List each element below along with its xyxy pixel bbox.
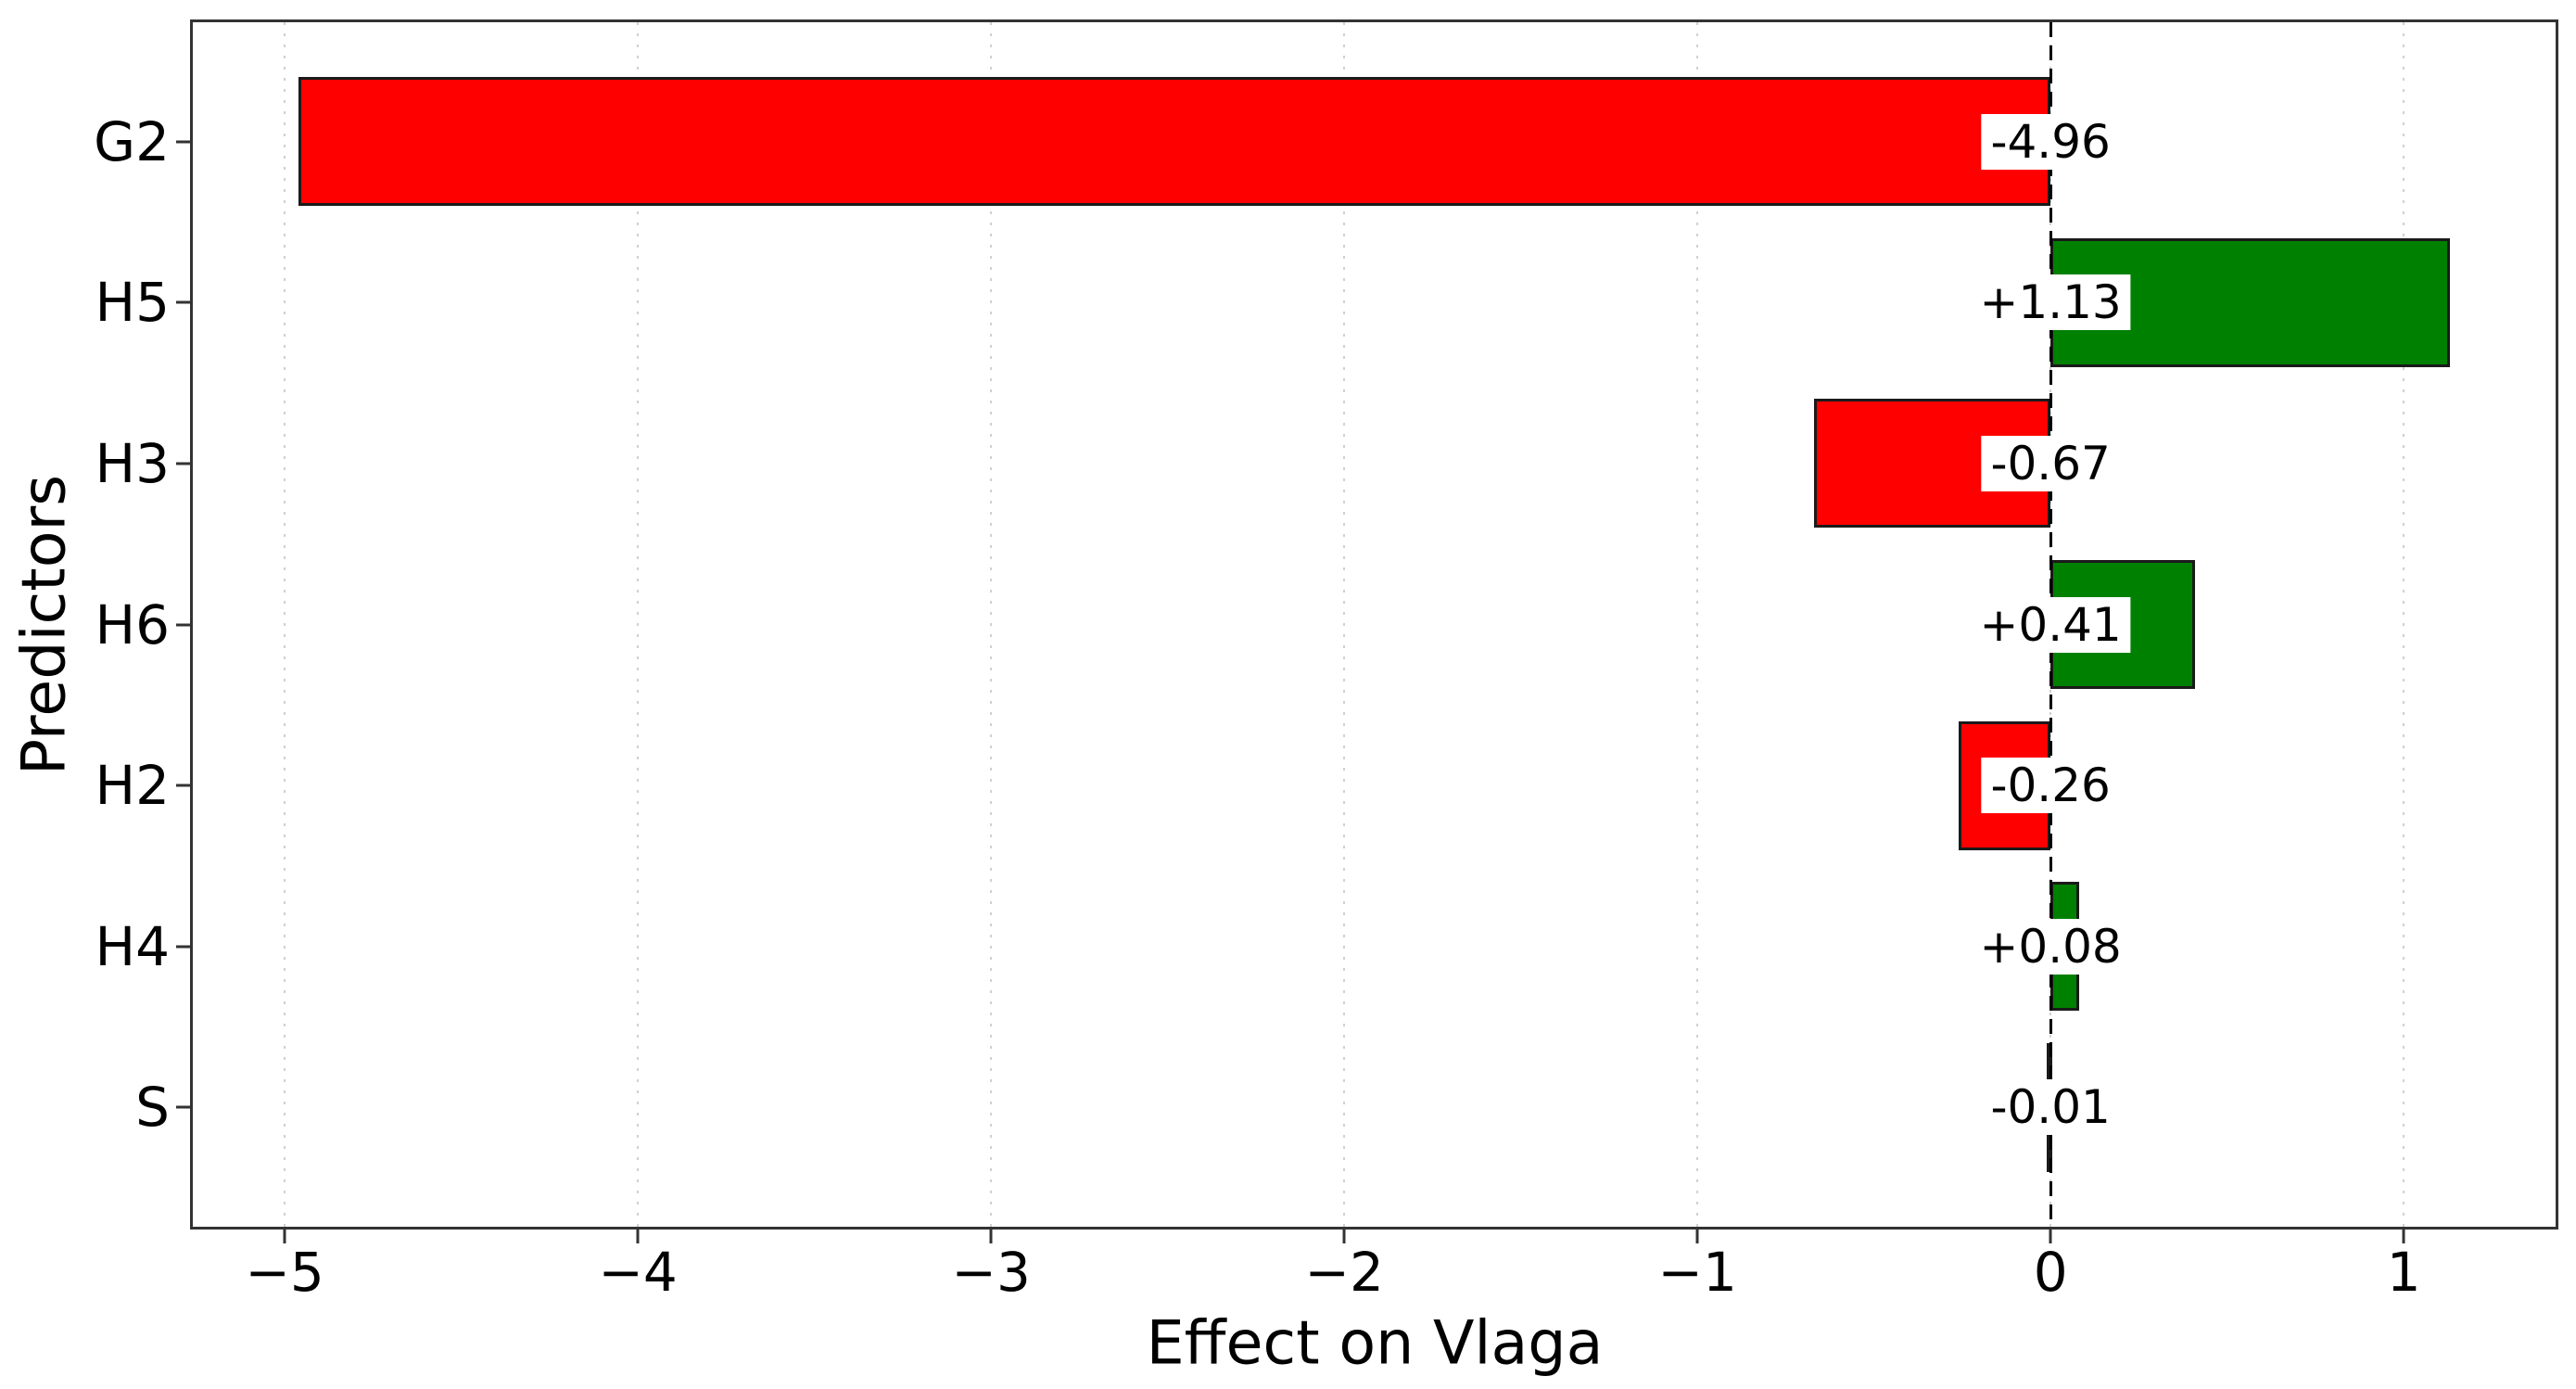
x-tick-label-−2: −2 bbox=[1304, 1241, 1384, 1304]
y-axis-title: Predictors bbox=[9, 474, 80, 776]
value-label-H3: -0.67 bbox=[1981, 435, 2120, 491]
value-label-H4: +0.08 bbox=[1970, 918, 2131, 975]
y-tick-mark-H2 bbox=[176, 784, 190, 787]
gridline-x-−5 bbox=[284, 22, 286, 1227]
y-tick-mark-H4 bbox=[176, 945, 190, 949]
y-tick-label-H5: H5 bbox=[95, 271, 170, 335]
x-tick-label-0: 0 bbox=[2033, 1241, 2068, 1304]
value-label-S: -0.01 bbox=[1981, 1079, 2120, 1136]
value-label-H6: +0.41 bbox=[1970, 596, 2131, 653]
x-tick-label-−4: −4 bbox=[598, 1241, 678, 1304]
value-label-G2: -4.96 bbox=[1981, 113, 2120, 170]
y-tick-label-H3: H3 bbox=[95, 431, 170, 495]
plot-area bbox=[190, 19, 2558, 1230]
y-tick-label-H4: H4 bbox=[95, 914, 170, 978]
x-axis-title: Effect on Vlaga bbox=[1146, 1308, 1604, 1379]
x-tick-label-−3: −3 bbox=[951, 1241, 1031, 1304]
x-tick-mark-1 bbox=[2402, 1230, 2405, 1243]
x-tick-mark-−5 bbox=[283, 1230, 286, 1243]
y-tick-mark-H5 bbox=[176, 300, 190, 304]
x-tick-mark-−3 bbox=[989, 1230, 993, 1243]
x-tick-label-1: 1 bbox=[2386, 1241, 2421, 1304]
y-tick-mark-H3 bbox=[176, 462, 190, 465]
gridline-x-−2 bbox=[1343, 22, 1346, 1227]
y-tick-label-H6: H6 bbox=[95, 593, 170, 656]
gridline-x-−4 bbox=[637, 22, 640, 1227]
x-tick-mark-−2 bbox=[1342, 1230, 1346, 1243]
x-tick-mark-0 bbox=[2049, 1230, 2052, 1243]
value-label-H5: +1.13 bbox=[1970, 274, 2131, 331]
bar-G2 bbox=[298, 77, 2051, 206]
x-tick-label-−5: −5 bbox=[245, 1241, 324, 1304]
y-tick-label-H2: H2 bbox=[95, 754, 170, 818]
value-label-H2: -0.26 bbox=[1981, 758, 2120, 814]
x-tick-label-−1: −1 bbox=[1657, 1241, 1737, 1304]
gridline-x-−3 bbox=[990, 22, 993, 1227]
x-tick-mark-−1 bbox=[1695, 1230, 1699, 1243]
y-tick-mark-G2 bbox=[176, 140, 190, 143]
y-tick-label-G2: G2 bbox=[94, 109, 170, 173]
y-tick-mark-H6 bbox=[176, 623, 190, 626]
x-tick-mark-−4 bbox=[636, 1230, 640, 1243]
y-tick-mark-S bbox=[176, 1105, 190, 1109]
gridline-x-1 bbox=[2403, 22, 2405, 1227]
y-tick-label-S: S bbox=[135, 1076, 170, 1140]
gridline-x-−1 bbox=[1696, 22, 1699, 1227]
